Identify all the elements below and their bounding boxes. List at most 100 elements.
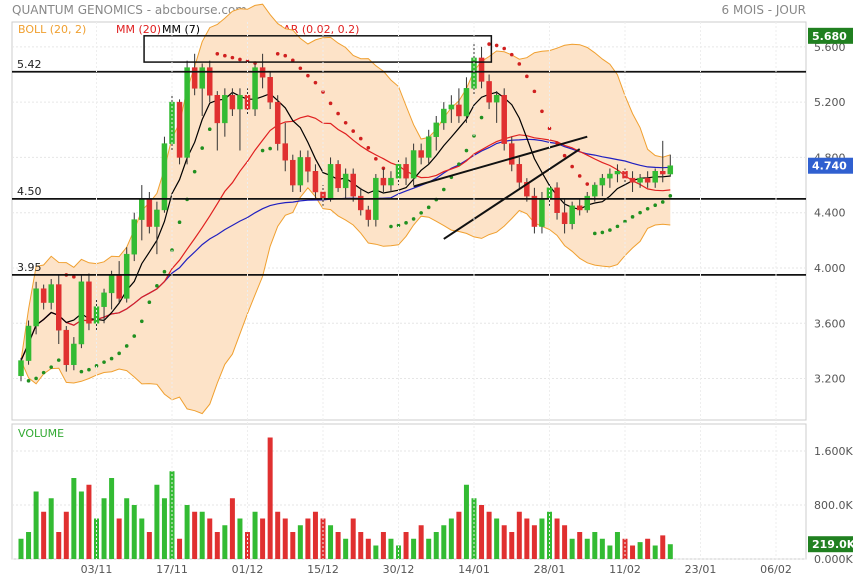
volume-bar bbox=[403, 532, 409, 559]
candle-body bbox=[486, 81, 492, 103]
sar-dot bbox=[623, 219, 627, 224]
sar-dot bbox=[26, 379, 31, 383]
sar-dot bbox=[215, 51, 220, 56]
date-tick-label: 17/11 bbox=[156, 563, 188, 576]
volume-bar bbox=[456, 511, 462, 559]
sar-dot bbox=[517, 62, 522, 66]
volume-bar bbox=[411, 538, 417, 559]
volume-bar bbox=[388, 538, 394, 559]
volume-bar bbox=[109, 478, 115, 559]
volume-bar bbox=[614, 532, 620, 559]
sar-dot bbox=[464, 148, 469, 153]
date-tick-label: 28/01 bbox=[534, 563, 566, 576]
chart-title: QUANTUM GENOMICS - abcbourse.com bbox=[12, 3, 247, 17]
volume-bar bbox=[448, 518, 454, 559]
sar-dot bbox=[343, 120, 348, 125]
date-tick-label: 30/12 bbox=[383, 563, 415, 576]
volume-bar bbox=[577, 532, 583, 559]
candle-body bbox=[282, 143, 288, 161]
candle-body bbox=[154, 209, 160, 227]
volume-bar bbox=[501, 525, 507, 559]
volume-bar bbox=[365, 538, 371, 559]
candle-body bbox=[524, 182, 530, 197]
volume-bar bbox=[463, 484, 469, 559]
volume-bar bbox=[192, 511, 198, 559]
volume-bar bbox=[531, 525, 537, 559]
candle-body bbox=[539, 198, 545, 227]
volume-bar bbox=[592, 532, 598, 559]
volume-bar bbox=[562, 525, 568, 559]
volume-bar bbox=[290, 532, 296, 559]
candle-body bbox=[652, 171, 658, 183]
sar-dot bbox=[177, 220, 182, 225]
sar-dot bbox=[630, 215, 635, 219]
volume-bar bbox=[494, 518, 500, 559]
volume-bar bbox=[599, 538, 605, 559]
volume-panel: VOLUME 1.600K 800.0K 0.000K 219.0K bbox=[11, 423, 855, 566]
volume-bar bbox=[539, 518, 545, 559]
trendline bbox=[443, 148, 581, 240]
volume-bar bbox=[116, 518, 122, 559]
volume-bar bbox=[441, 525, 447, 559]
candle-body bbox=[403, 164, 409, 179]
sar-dot bbox=[41, 370, 46, 375]
sar-dot bbox=[645, 206, 650, 211]
sar-dot bbox=[570, 164, 574, 169]
candle-body bbox=[342, 173, 349, 189]
candle-body bbox=[40, 288, 47, 303]
last-price-badge-bg bbox=[808, 157, 853, 174]
candle-body bbox=[667, 165, 674, 175]
candle-body bbox=[33, 288, 39, 327]
sar-dot bbox=[34, 376, 38, 381]
volume-bar bbox=[569, 538, 575, 559]
sar-dot bbox=[555, 141, 559, 145]
volume-bar bbox=[245, 532, 250, 559]
volume-bar bbox=[86, 484, 92, 559]
volume-bar bbox=[312, 511, 318, 559]
candle-body bbox=[327, 164, 334, 200]
sar-dot bbox=[653, 203, 657, 208]
price-tick-label: 4.000 bbox=[814, 262, 846, 275]
candle-body bbox=[56, 284, 62, 331]
sar-dot bbox=[540, 109, 544, 114]
price-tick-label: 4.400 bbox=[814, 207, 846, 220]
candle-body bbox=[86, 281, 92, 324]
volume-bar bbox=[63, 511, 69, 559]
resistance-rectangle bbox=[143, 35, 493, 63]
candle-body bbox=[101, 292, 107, 307]
candle-body bbox=[161, 143, 168, 211]
sar-dot bbox=[117, 351, 121, 356]
candle-body bbox=[463, 88, 470, 117]
candle-body bbox=[199, 67, 205, 89]
sar-dot bbox=[593, 231, 597, 236]
indicator-legend: BOLL (20, 2)MM (20)MM (7)MM (50)SAR (0.0… bbox=[18, 23, 359, 36]
candle-body bbox=[312, 171, 319, 193]
candle-body bbox=[108, 274, 115, 294]
volume-bar bbox=[667, 544, 673, 559]
sar-dot bbox=[260, 148, 265, 153]
candle-body bbox=[576, 205, 583, 211]
sar-dot bbox=[532, 89, 537, 94]
volume-bar bbox=[260, 518, 266, 559]
volume-bar bbox=[380, 532, 386, 559]
sar-dot bbox=[600, 230, 605, 235]
price-tick-label: 5.200 bbox=[814, 96, 846, 109]
candle-body bbox=[410, 150, 417, 179]
sar-dot bbox=[562, 153, 567, 158]
volume-bar bbox=[184, 505, 190, 559]
candle-body bbox=[335, 164, 341, 189]
volume-bar bbox=[335, 532, 341, 559]
volume-bar bbox=[350, 518, 356, 559]
chart-drawings bbox=[143, 35, 588, 240]
sar-dot bbox=[509, 52, 514, 57]
volume-bar bbox=[297, 525, 303, 559]
price-tick-label: 3.200 bbox=[814, 373, 846, 386]
volume-badge-bg bbox=[808, 536, 853, 553]
volume-bar bbox=[479, 505, 485, 559]
volume-bar bbox=[622, 538, 628, 559]
sar-dot bbox=[291, 58, 295, 63]
volume-bar bbox=[48, 498, 54, 559]
high-price-badge: 5.680 bbox=[812, 30, 847, 43]
legend-item: MM (7) bbox=[162, 23, 200, 36]
